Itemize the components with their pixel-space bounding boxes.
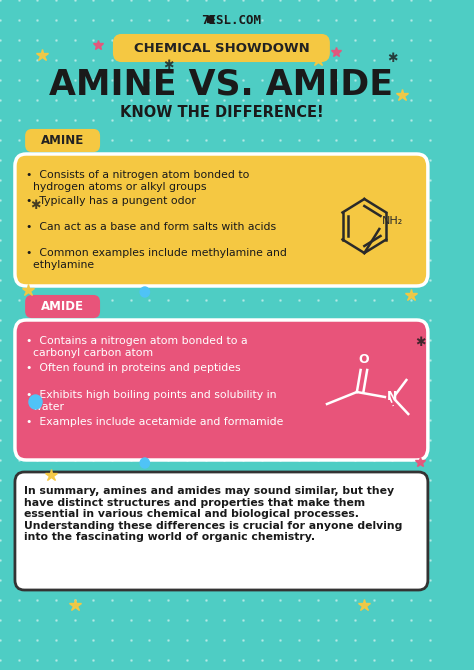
Text: 7ESL: 7ESL [136, 360, 307, 420]
Text: ✱: ✱ [163, 58, 173, 72]
Text: •  Typically has a pungent odor: • Typically has a pungent odor [26, 196, 196, 206]
Text: O: O [358, 353, 369, 366]
Text: CHEMICAL SHOWDOWN: CHEMICAL SHOWDOWN [134, 42, 310, 54]
Text: AMINE VS. AMIDE: AMINE VS. AMIDE [49, 67, 393, 101]
Circle shape [29, 395, 42, 409]
Text: •  Examples include acetamide and formamide: • Examples include acetamide and formami… [26, 417, 283, 427]
Text: •  Consists of a nitrogen atom bonded to
  hydrogen atoms or alkyl groups: • Consists of a nitrogen atom bonded to … [26, 170, 249, 192]
Text: •  Often found in proteins and peptides: • Often found in proteins and peptides [26, 363, 241, 373]
Text: ✱: ✱ [415, 336, 426, 348]
Text: •  Common examples include methylamine and
  ethylamine: • Common examples include methylamine an… [26, 248, 287, 269]
Circle shape [140, 458, 149, 468]
Text: KNOW THE DIFFERENCE!: KNOW THE DIFFERENCE! [119, 105, 323, 119]
Text: •  Exhibits high boiling points and solubility in
  water: • Exhibits high boiling points and solub… [26, 390, 277, 411]
Text: •  Contains a nitrogen atom bonded to a
  carbonyl carbon atom: • Contains a nitrogen atom bonded to a c… [26, 336, 248, 358]
Text: AMIDE: AMIDE [41, 300, 84, 313]
Text: In summary, amines and amides may sound similar, but they
have distinct structur: In summary, amines and amides may sound … [24, 486, 403, 543]
FancyBboxPatch shape [15, 472, 428, 590]
Text: 7ESL.COM: 7ESL.COM [201, 13, 261, 27]
FancyBboxPatch shape [26, 296, 99, 317]
FancyBboxPatch shape [15, 154, 428, 286]
Text: AMINE: AMINE [41, 134, 84, 147]
FancyBboxPatch shape [114, 35, 329, 61]
FancyBboxPatch shape [26, 130, 99, 151]
Circle shape [140, 287, 149, 297]
Text: NH₂: NH₂ [382, 216, 403, 226]
FancyBboxPatch shape [15, 320, 428, 460]
Text: N: N [387, 389, 397, 403]
Text: ✱: ✱ [30, 198, 41, 212]
Text: •  Can act as a base and form salts with acids: • Can act as a base and form salts with … [26, 222, 276, 232]
Text: ✱: ✱ [387, 52, 398, 64]
